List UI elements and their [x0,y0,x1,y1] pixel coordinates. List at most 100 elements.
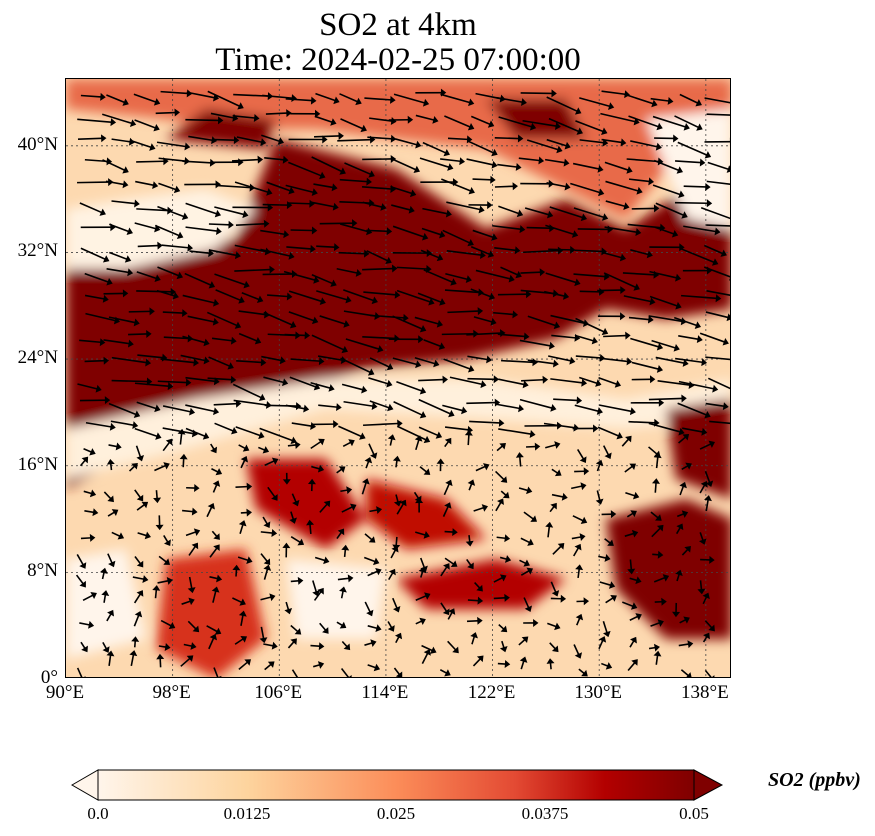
wind-arrow-head [678,190,685,199]
wind-arrow-head [395,671,403,677]
wind-arrow-head [477,596,484,605]
wind-arrow [498,624,505,630]
wind-arrow [362,158,392,161]
wind-arrow-head [318,438,325,446]
wind-arrow [240,615,244,626]
wind-arrow [626,158,659,163]
wind-arrow [186,91,215,99]
wind-arrow [678,436,686,444]
wind-arrow [439,669,447,674]
y-tick-label: 0° [40,667,58,688]
colorbar-tick-label: 0.0 [87,804,109,823]
wind-arrow-head [519,225,526,234]
wind-arrow-head [694,321,702,329]
wind-arrow [596,490,601,501]
wind-arrow-head [632,491,640,500]
wind-arrow [498,116,532,128]
wind-arrow-head [318,357,325,366]
wind-arrow [601,90,626,96]
wind-arrow-head [604,272,610,281]
wind-arrow [396,381,422,392]
wind-arrow-head [477,616,483,625]
wind-arrow-head [106,278,113,286]
wind-arrow-head [370,452,378,459]
wind-arrow [340,668,350,677]
wind-arrow-head [375,567,382,576]
wind-arrow [267,486,276,498]
wind-arrow-head [550,502,557,510]
wind-arrow-head [92,508,99,517]
wind-arrow-head [215,468,223,476]
wind-arrow [705,356,730,361]
wind-arrow [472,658,481,667]
wind-arrow-head [662,574,670,582]
wind-arrow [363,291,396,296]
wind-arrow-head [373,557,380,566]
wind-arrow-head [524,605,533,613]
wind-arrow [572,162,600,170]
wind-arrow-head [523,332,530,341]
wind-arrow-head [339,621,347,629]
wind-arrow-head [418,335,424,344]
wind-arrow [628,316,649,321]
wind-arrow-head [111,509,119,516]
wind-arrow [211,468,219,473]
wind-arrow-head [208,281,216,289]
wind-arrow-head [681,211,688,219]
wind-arrow [544,290,565,297]
wind-arrow [519,339,551,347]
wind-arrow [702,636,708,643]
wind-arrow-head [253,113,260,122]
wind-arrow [683,225,716,233]
wind-arrow-head [237,102,244,110]
wind-arrow [336,532,342,540]
wind-arrow-head [581,378,588,387]
wind-arrow [549,206,583,219]
wind-arrow [573,207,604,219]
wind-arrow-head [102,255,110,263]
wind-arrow-head [355,268,362,277]
wind-arrow [108,655,112,666]
wind-arrow-head [403,313,409,322]
wind-arrow [156,141,186,148]
wind-arrow [577,228,609,231]
wind-arrow-head [502,491,510,499]
wind-arrow [285,184,314,194]
wind-arrow [705,402,725,408]
wind-arrow [648,646,656,650]
wind-arrow [444,289,480,294]
wind-arrow-head [504,660,511,668]
wind-arrow-head [153,497,162,504]
wind-arrow-head [386,363,394,371]
wind-arrow [444,115,471,128]
wind-arrow [604,538,611,544]
wind-arrow-head [676,166,684,174]
wind-arrow-head [211,586,220,593]
wind-arrow [83,490,92,495]
wind-arrow [207,90,240,107]
wind-arrow-head [551,645,559,653]
wind-arrow [707,377,730,390]
wind-arrow-head [705,182,711,191]
wind-arrow [160,358,195,364]
wind-arrow [339,93,358,103]
wind-arrow [703,244,723,255]
wind-arrow-head [313,382,321,391]
wind-arrow-head [394,632,403,640]
wind-arrow [570,182,600,194]
wind-arrow [180,354,206,362]
wind-arrow [550,314,585,324]
wind-arrow [704,620,713,629]
wind-arrow [545,272,577,284]
wind-arrow [77,383,98,390]
wind-arrow-head [307,478,316,485]
wind-arrow-head [480,380,487,389]
wind-arrow-head [654,418,660,427]
wind-arrow-head [516,209,524,218]
wind-arrow [85,421,112,428]
wind-arrow-head [703,632,710,640]
wind-arrow-head [377,345,384,353]
wind-arrow [396,266,427,270]
wind-arrow [80,537,91,540]
wind-arrow [311,334,344,351]
